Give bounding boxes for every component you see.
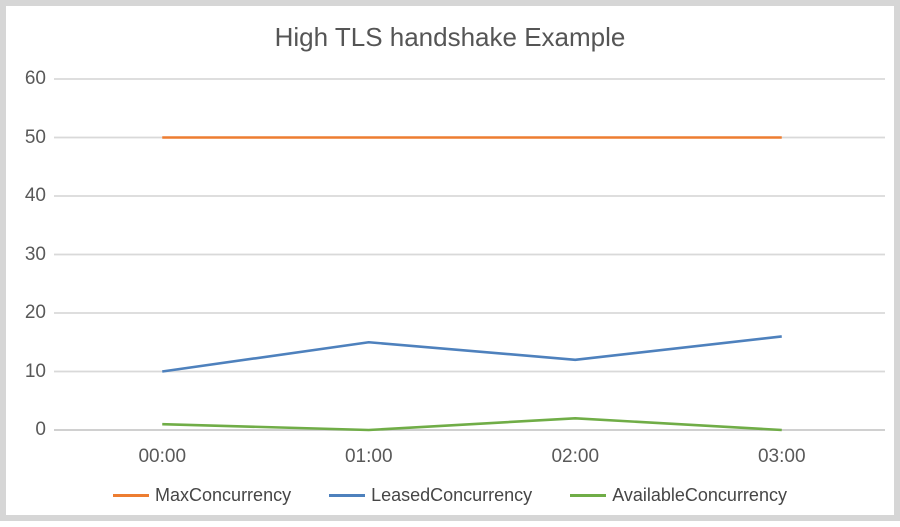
plot-area [54,78,885,432]
series-line-LeasedConcurrency [162,335,782,373]
chart-title: High TLS handshake Example [274,22,626,52]
legend-label: LeasedConcurrency [371,484,533,505]
y-tick-label: 20 [24,302,46,323]
legend-line-swatch [570,493,607,497]
legend-item-MaxConcurrency: MaxConcurrency [113,485,291,506]
x-tick-label: 00:00 [138,446,187,467]
y-tick-label: 30 [24,243,46,265]
x-tick-label: 02:00 [551,446,600,467]
y-tick-label: 40 [24,185,46,206]
x-tick-label: 03:00 [757,446,806,467]
legend-label: MaxConcurrency [155,484,292,505]
x-tick-label: 01:00 [344,446,393,467]
legend-label: AvailableConcurrency [612,484,787,505]
legend-item-LeasedConcurrency: LeasedConcurrency [329,485,532,506]
y-tick-label: 60 [24,68,46,89]
series-line-AvailableConcurrency [162,416,782,432]
y-tick-label: 10 [24,360,46,382]
legend-item-AvailableConcurrency: AvailableConcurrency [570,485,787,506]
legend-line-swatch [329,493,366,497]
legend-line-swatch [113,493,150,497]
y-tick-label: 50 [24,126,46,148]
chart-legend: MaxConcurrency LeasedConcurrency Available… [6,483,894,507]
y-tick-label: 0 [35,419,46,440]
